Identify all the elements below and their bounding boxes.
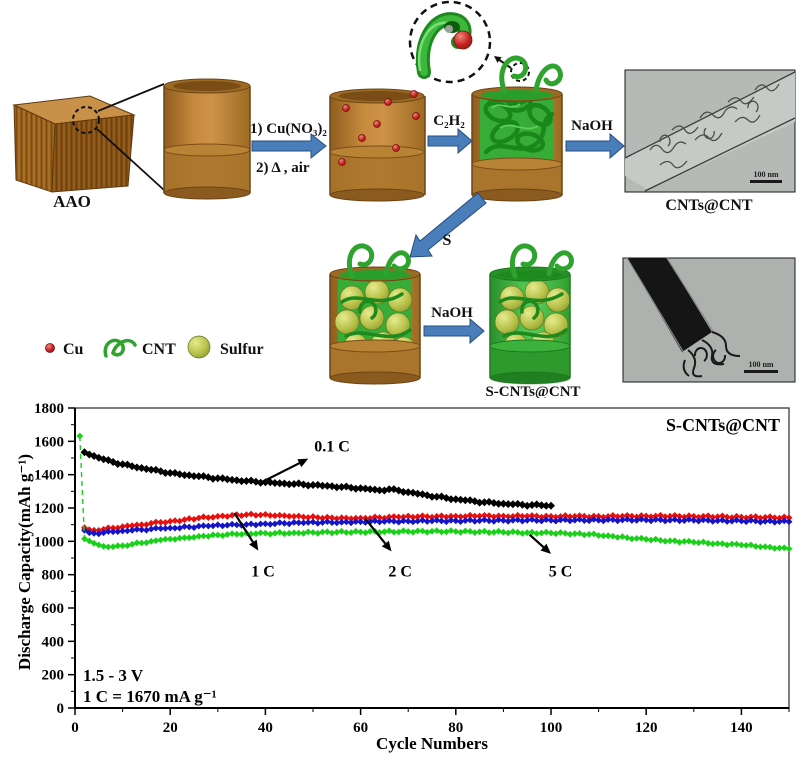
tem-image-s-cnts-cnt: 100 nm xyxy=(622,257,796,383)
x-axis-label: Cycle Numbers xyxy=(376,734,488,753)
voltage-window-note: 1.5 - 3 V xyxy=(83,666,144,685)
x-tick-label: 60 xyxy=(353,720,368,736)
protruding-cnts xyxy=(499,55,563,95)
arrow-step4 xyxy=(409,192,487,258)
y-tick-label: 1200 xyxy=(34,501,64,517)
tem1-label: CNTs@CNT xyxy=(665,197,753,214)
tem2-scalebar-label: 100 nm xyxy=(748,360,773,369)
cnt-strands xyxy=(498,292,568,339)
step1-label-line1: 1) Cu(NO₃)₂ xyxy=(250,121,327,137)
chart-title: S-CNTs@CNT xyxy=(666,415,780,435)
copper-sphere xyxy=(453,30,473,50)
arrow-step3 xyxy=(565,132,625,160)
cnt-strands xyxy=(340,292,412,339)
y-tick-label: 600 xyxy=(42,601,65,617)
annotation-arrow-head xyxy=(249,539,259,551)
series-markers-5 C xyxy=(76,432,793,553)
annotation-arrow-head xyxy=(540,543,551,554)
y-tick-label: 1800 xyxy=(34,401,64,417)
series-spike-5 C xyxy=(79,435,86,539)
plot-frame xyxy=(74,407,790,709)
aao-tube-illustration xyxy=(163,78,251,200)
x-tick-label: 140 xyxy=(730,720,753,736)
x-tick-label: 100 xyxy=(540,720,563,736)
annotation-label: 0.1 C xyxy=(314,438,350,455)
step1-label-line2: 2) Δ , air xyxy=(256,160,310,176)
arrow-step5 xyxy=(423,317,485,345)
tem1-cnt-texture xyxy=(649,83,780,169)
aao-zoom-circle xyxy=(72,106,100,134)
annotation-label: 1 C xyxy=(251,563,275,580)
cnt-legend-label: CNT xyxy=(142,341,176,358)
x-tick-label: 20 xyxy=(163,720,178,736)
step3-label: NaOH xyxy=(571,118,613,134)
sulfur-legend-icon xyxy=(187,335,211,359)
annotation-arrow-head xyxy=(381,540,392,552)
series-markers-2 C xyxy=(81,515,793,538)
synthesis-scheme: AAO 1) Cu(NO₃)₂ 2) Δ , air xyxy=(12,0,796,398)
cnt-legend-icon xyxy=(103,338,137,358)
y-tick-label: 800 xyxy=(42,568,65,584)
cycling-performance-chart: 0 20 40 60 80 100 120 1400200400600800100012001… xyxy=(15,401,793,753)
annotation-arrow-line xyxy=(364,518,387,545)
annotation-arrow-head xyxy=(297,458,309,468)
annotation-label: 2 C xyxy=(388,563,412,580)
c-rate-note: 1 C = 1670 mA g⁻¹ xyxy=(83,687,217,706)
x-tick-label: 40 xyxy=(258,720,273,736)
y-tick-label: 1400 xyxy=(34,468,64,484)
step4-label: S xyxy=(443,232,452,249)
series-markers-0.1 C xyxy=(80,448,555,510)
tem-image-cnts-cnt: 100 nm xyxy=(624,69,796,193)
small-zoom-circle xyxy=(510,62,530,82)
arrow-step1 xyxy=(251,132,327,160)
aao-label: AAO xyxy=(53,192,91,211)
sulfur-cnts-in-tube-illustration xyxy=(329,243,421,385)
cnts-in-tube-illustration xyxy=(471,55,563,202)
y-tick-label: 400 xyxy=(42,634,65,650)
y-axis-label: Discharge Capacity(mAh g⁻¹) xyxy=(15,454,34,670)
annotation-arrow-line xyxy=(528,533,545,548)
tem2-cnt-fray xyxy=(682,331,741,378)
aao-block-illustration xyxy=(12,83,165,193)
s-cnts-cnt-illustration xyxy=(489,243,574,385)
annotation-arrow-line xyxy=(261,462,300,483)
cu-legend-icon xyxy=(45,343,55,353)
chart-generated-content: 0 20 40 60 80 100 120 1400200400600800100012001… xyxy=(34,401,793,736)
cu-legend-label: Cu xyxy=(63,341,84,358)
annotation-label: 5 C xyxy=(549,563,573,580)
tem1-scalebar-label: 100 nm xyxy=(753,170,778,179)
y-tick-label: 1600 xyxy=(34,434,64,450)
annotation-arrow-line xyxy=(233,512,254,543)
scheme-legend: Cu CNT Sulfur xyxy=(45,335,264,359)
y-tick-label: 1000 xyxy=(34,534,64,550)
gray-particle xyxy=(445,25,453,33)
product-label: S-CNTs@CNT xyxy=(485,384,580,398)
x-tick-label: 120 xyxy=(635,720,658,736)
cu-decorated-tube-illustration xyxy=(329,88,426,202)
plot-axes xyxy=(74,408,789,709)
sulfur-legend-label: Sulfur xyxy=(220,341,264,358)
step2-label: C₂H₂ xyxy=(433,113,465,129)
zoom-pointer-line-bottom xyxy=(96,128,165,191)
zoom-pointer-line-top xyxy=(97,83,165,112)
step5-label: NaOH xyxy=(431,305,473,321)
cnt-tip-inset xyxy=(408,0,530,84)
series-markers-1 C xyxy=(81,510,793,534)
y-tick-label: 200 xyxy=(42,668,65,684)
protruding-cnts xyxy=(509,243,574,279)
x-tick-label: 0 xyxy=(71,720,79,736)
series-line-0.1 C xyxy=(84,451,552,507)
protruding-cnts xyxy=(346,243,411,279)
y-tick-label: 0 xyxy=(57,701,65,717)
arrow-step2 xyxy=(427,127,473,155)
copper-dots xyxy=(338,90,420,166)
x-tick-label: 80 xyxy=(448,720,463,736)
